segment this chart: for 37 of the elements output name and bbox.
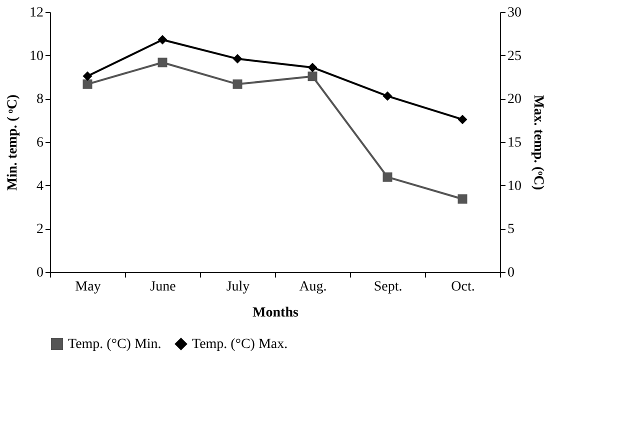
point <box>382 172 392 182</box>
y2-tick-label: 15 <box>508 136 522 150</box>
point <box>382 91 392 101</box>
y-tick-label: 10 <box>30 48 44 64</box>
point <box>232 54 242 64</box>
y-tick-label: 0 <box>36 266 44 280</box>
y-tick-label: 8 <box>36 92 44 108</box>
x-tick-label: Oct. <box>451 280 475 294</box>
x-tick-label: June <box>150 280 176 294</box>
point <box>232 79 242 89</box>
y2-tick-label: 30 <box>508 6 522 20</box>
y-tick-label: 12 <box>30 6 44 20</box>
y-tick-label: 2 <box>36 222 44 238</box>
point <box>158 34 168 44</box>
y-axis-title: Min. temp. ( ᵒC) <box>6 94 20 191</box>
point <box>308 62 318 72</box>
point <box>82 71 92 81</box>
point <box>308 72 318 82</box>
y2-tick-label: 25 <box>508 48 522 64</box>
legend-label: Temp. (°C) Min. <box>68 337 162 352</box>
legend-label: Temp. (°C) Max. <box>192 337 288 352</box>
x-tick-label: May <box>75 280 101 294</box>
y-tick-label: 6 <box>36 136 44 150</box>
x-tick-label: Aug. <box>299 280 327 294</box>
point <box>158 58 168 68</box>
y-tick-label: 4 <box>36 178 44 194</box>
x-tick-label: July <box>226 280 250 294</box>
point <box>82 79 92 89</box>
x-tick-label: Sept. <box>374 280 402 294</box>
point <box>458 114 468 124</box>
point <box>458 194 468 204</box>
x-axis-title: Months <box>252 306 299 320</box>
y2-tick-label: 20 <box>508 92 522 108</box>
y2-tick-label: 5 <box>508 222 514 238</box>
y2-tick-label: 10 <box>508 178 522 194</box>
y2-tick-label: 0 <box>508 266 514 280</box>
y2-axis-title: Max. temp. (ᵒC) <box>530 95 546 190</box>
